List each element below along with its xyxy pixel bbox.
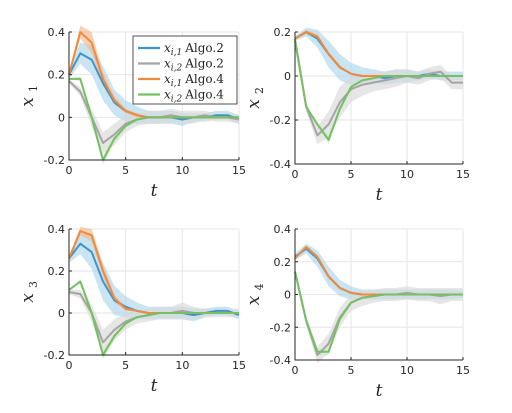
x-tick-label: 10 (175, 164, 189, 177)
band-algo2_i2 (295, 269, 463, 364)
y-tick-label: -0.2 (44, 349, 65, 362)
x-tick-label: 10 (175, 359, 189, 372)
y-axis-label-sub: 1 (27, 85, 40, 92)
legend-entry: xi,1 Algo.4 (138, 72, 224, 89)
x-tick-label: 0 (66, 359, 73, 372)
legend-label: xi,2 Algo.2 (164, 57, 224, 74)
band-algo2_i2 (69, 78, 239, 154)
legend-var: x (164, 41, 171, 55)
band-algo2_i1 (69, 233, 239, 322)
x-axis-label: t (376, 381, 383, 401)
y-tick-label: 0.2 (48, 69, 66, 82)
y-axis-label: x3 (18, 281, 40, 303)
y-tick-label: 0 (58, 111, 65, 124)
x-tick-label: 15 (456, 168, 470, 181)
x-tick-label: 15 (456, 364, 470, 377)
x-tick-label: 5 (122, 359, 129, 372)
legend-algo: Algo.4 (184, 88, 224, 102)
legend-entry: xi,1 Algo.2 (138, 41, 224, 58)
x-tick-label: 15 (232, 359, 246, 372)
band-algo2_i1 (295, 27, 463, 85)
y-tick-label: 0 (284, 289, 291, 302)
legend-var: x (164, 72, 171, 86)
y-tick-label: 0 (284, 70, 291, 83)
legend-sub: i,1 (171, 79, 182, 89)
y-axis-label-var: x (244, 295, 264, 305)
legend-label: xi,1 Algo.4 (164, 72, 224, 89)
x-axis-label: t (151, 376, 158, 396)
y-axis-label-sub: 3 (27, 281, 40, 288)
y-tick-label: -0.4 (270, 354, 291, 367)
y-axis-label: x4 (244, 284, 266, 306)
y-tick-label: -0.2 (270, 321, 291, 334)
x-tick-label: 10 (400, 364, 414, 377)
legend-sub: i,2 (171, 95, 183, 105)
legend-var: x (164, 88, 171, 102)
x-tick-label: 15 (232, 164, 246, 177)
legend-label: xi,2 Algo.4 (164, 88, 224, 105)
y-tick-label: -0.4 (270, 158, 291, 171)
y-tick-label: 0.4 (274, 223, 292, 236)
y-axis-label: x1 (18, 85, 40, 107)
band-algo4_i2 (295, 271, 463, 356)
legend-sub: i,1 (171, 48, 182, 58)
legend-entry: xi,2 Algo.2 (138, 57, 224, 74)
band-algo2_i1 (69, 42, 239, 126)
legend: xi,1 Algo.2xi,2 Algo.2xi,1 Algo.4xi,2 Algo.4 (132, 35, 238, 105)
y-axis-label-var: x (18, 293, 38, 303)
x-tick-label: 10 (400, 168, 414, 181)
x-tick-label: 5 (348, 168, 355, 181)
x-tick-label: 0 (292, 168, 299, 181)
y-tick-label: 0.2 (48, 265, 66, 278)
x-axis-label: t (376, 185, 383, 205)
y-tick-label: 0.4 (48, 26, 66, 39)
y-axis-label-var: x (18, 97, 38, 107)
legend-algo: Algo.2 (184, 41, 224, 55)
legend-entry: xi,2 Algo.4 (138, 88, 224, 105)
legend-box (132, 35, 238, 105)
x-tick-label: 5 (348, 364, 355, 377)
x-tick-label: 5 (122, 164, 129, 177)
y-tick-label: 0.2 (274, 26, 292, 39)
legend-label: xi,1 Algo.2 (164, 41, 224, 58)
series-line-algo4_i2 (294, 40, 463, 141)
y-tick-label: -0.2 (44, 154, 65, 167)
band-algo4_i1 (295, 245, 463, 295)
legend-sub: i,2 (171, 64, 183, 74)
x-tick-label: 0 (66, 164, 73, 177)
y-axis-label-var: x (244, 99, 264, 109)
series-line-algo2_i2 (294, 38, 463, 137)
y-tick-label: -0.2 (270, 114, 291, 127)
y-tick-label: 0.4 (48, 223, 66, 236)
y-tick-label: 0 (58, 307, 65, 320)
legend-algo: Algo.2 (184, 57, 224, 71)
series-line-algo2_i2 (294, 271, 463, 357)
y-axis-label: x2 (244, 87, 266, 109)
series-line-algo4_i2 (68, 280, 239, 356)
y-tick-label: 0.2 (274, 256, 292, 269)
y-axis-label-sub: 4 (253, 284, 266, 291)
legend-var: x (164, 57, 171, 71)
series-line-algo4_i2 (294, 271, 463, 353)
x-tick-label: 0 (292, 364, 299, 377)
y-axis-label-sub: 2 (253, 87, 266, 94)
x-axis-label: t (151, 181, 158, 201)
series-line-algo4_i2 (69, 77, 239, 161)
legend-algo: Algo.4 (184, 72, 224, 86)
